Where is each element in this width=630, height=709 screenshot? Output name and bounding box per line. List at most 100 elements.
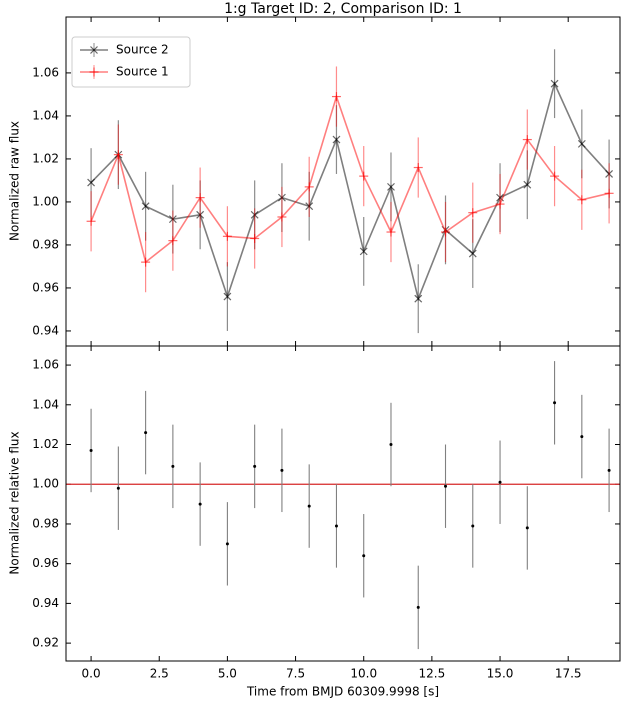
y-axis-label: Normalized raw flux [8, 121, 22, 241]
marker [332, 135, 341, 144]
marker-stroke [250, 210, 259, 219]
marker [141, 257, 151, 267]
marker-stroke [468, 249, 477, 258]
marker [605, 170, 614, 178]
marker [359, 247, 368, 256]
marker-stroke [87, 178, 96, 187]
point [416, 605, 420, 609]
marker-stroke [168, 215, 177, 224]
y-tick-label: 0.96 [32, 280, 59, 294]
marker-stroke [90, 46, 98, 54]
point [307, 504, 311, 508]
marker [413, 163, 423, 173]
marker [468, 208, 478, 218]
marker [195, 193, 205, 203]
marker [277, 212, 287, 222]
point [444, 484, 448, 488]
marker [86, 216, 96, 226]
marker [522, 135, 532, 145]
point [498, 480, 502, 484]
marker [113, 150, 123, 160]
marker [550, 79, 559, 88]
x-tick-label: 2.5 [150, 667, 169, 681]
series-line [90, 81, 610, 302]
marker-stroke [577, 139, 586, 148]
marker [278, 193, 286, 202]
y-tick-label: 1.04 [32, 108, 59, 122]
point [253, 464, 257, 468]
legend: Source 2 Source 1 [71, 36, 191, 88]
marker-stroke [550, 79, 559, 88]
marker [604, 188, 614, 198]
plot-frame [65, 345, 621, 662]
marker [223, 292, 232, 301]
y-tick-label: 0.98 [32, 237, 59, 251]
marker [550, 171, 560, 181]
point [580, 435, 584, 439]
marker [359, 171, 369, 181]
y-tick-label: 0.94 [32, 596, 59, 610]
marker [523, 180, 532, 189]
point [116, 486, 120, 490]
y-tick-label: 1.06 [32, 65, 59, 79]
x-tick-label: 15.0 [487, 667, 514, 681]
y-tick-label: 1.02 [32, 151, 59, 165]
marker-stroke [278, 193, 286, 202]
marker-stroke [359, 247, 368, 256]
marker [305, 202, 314, 211]
marker-stroke [605, 170, 614, 178]
y-tick-label: 1.06 [32, 358, 59, 372]
point [225, 542, 229, 546]
y-tick-label: 1.04 [32, 397, 59, 411]
marker-stroke [223, 292, 232, 301]
point [144, 431, 148, 435]
marker [304, 182, 314, 192]
x-tick-label: 10.0 [350, 667, 377, 681]
point [525, 526, 529, 530]
marker [577, 195, 587, 205]
x-tick-label: 5.0 [218, 667, 237, 681]
x-tick-label: 17.5 [555, 667, 582, 681]
x-tick-label: 0.0 [82, 667, 101, 681]
marker [250, 210, 259, 219]
point [553, 401, 557, 405]
marker [168, 215, 177, 224]
chart-title: 1:g Target ID: 2, Comparison ID: 1 [224, 1, 462, 17]
marker [331, 92, 341, 102]
series-line [90, 93, 610, 264]
point [89, 448, 93, 452]
marker [495, 199, 505, 209]
marker [250, 233, 260, 243]
point [171, 464, 175, 468]
marker [222, 231, 232, 241]
x-tick-label: 7.5 [286, 667, 305, 681]
marker [141, 202, 150, 211]
marker-stroke [496, 193, 504, 202]
point [471, 524, 475, 528]
marker [386, 227, 396, 237]
marker [90, 46, 98, 54]
legend-label: Source 1 [116, 65, 169, 79]
marker [196, 210, 205, 219]
y-tick-label: 1.00 [32, 194, 59, 208]
marker [87, 178, 96, 187]
y-tick-label: 1.00 [32, 477, 59, 491]
marker [414, 294, 423, 303]
point [198, 502, 202, 506]
y-tick-label: 1.02 [32, 437, 59, 451]
point [280, 468, 284, 472]
marker-stroke [141, 202, 150, 211]
x-axis-label: Time from BMJD 60309.9998 [s] [246, 685, 439, 699]
marker [468, 249, 477, 258]
marker-stroke [196, 210, 205, 219]
marker-stroke [305, 202, 314, 211]
y-tick-label: 0.96 [32, 556, 59, 570]
marker-stroke [414, 294, 423, 303]
marker [387, 182, 395, 191]
marker [168, 236, 178, 246]
point [389, 443, 393, 447]
marker [577, 139, 586, 148]
y-tick-label: 0.94 [32, 323, 59, 337]
point [607, 468, 611, 472]
x-tick-label: 12.5 [419, 667, 446, 681]
